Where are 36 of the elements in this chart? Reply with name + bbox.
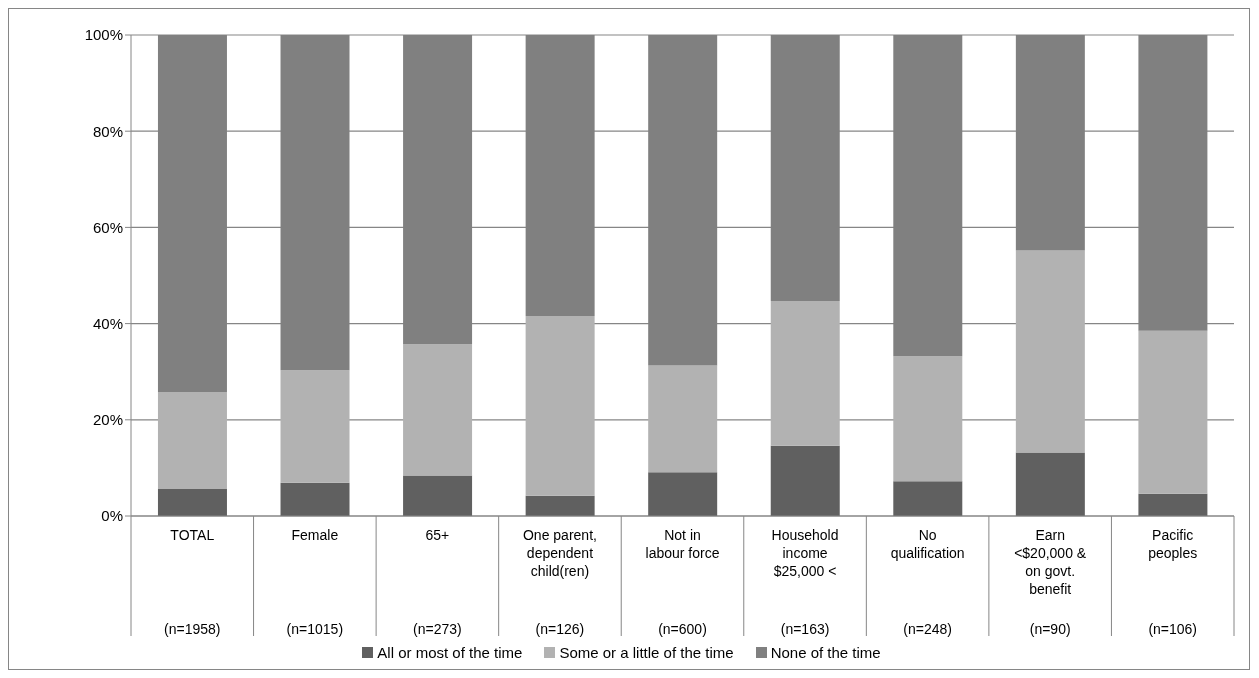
y-tick-label: 0% — [101, 507, 123, 525]
y-tick-label: 60% — [92, 218, 123, 236]
category-label: Not in labour force (n=600) — [645, 527, 720, 637]
bar — [280, 482, 350, 516]
y-tick-label: 100% — [84, 26, 123, 44]
bar — [893, 356, 963, 482]
category-label: Female (n=1015) — [286, 527, 344, 637]
category-label: No qualification (n=248) — [890, 527, 965, 637]
bar — [1138, 330, 1208, 494]
legend-label: All or most of the time — [376, 644, 523, 661]
category-label: Pacific peoples (n=106) — [1148, 527, 1198, 637]
category-label: One parent, dependent child(ren) (n=126) — [522, 527, 597, 637]
bar — [525, 495, 595, 516]
category-label: Earn <$20,000 & on govt. benefit (n=90) — [1014, 527, 1087, 637]
category-label: 65+ (n=273) — [413, 527, 462, 637]
bar — [403, 475, 473, 516]
category-label: TOTAL (n=1958) — [164, 527, 221, 637]
legend-label: Some or a little of the time — [558, 644, 734, 661]
bar — [770, 445, 840, 516]
bar — [893, 481, 963, 516]
category-label: Household income $25,000 < (n=163) — [771, 527, 839, 637]
legend-label: None of the time — [769, 644, 881, 661]
bar — [1015, 452, 1085, 516]
bar — [157, 489, 227, 516]
bar — [1015, 250, 1085, 453]
bar — [770, 300, 840, 446]
bar — [1138, 493, 1208, 516]
bar — [648, 365, 718, 473]
y-tick-label: 40% — [92, 314, 123, 332]
bar — [157, 391, 227, 490]
bar — [648, 472, 718, 516]
y-tick-label: 20% — [92, 411, 123, 429]
bar — [403, 344, 473, 476]
bar — [280, 370, 350, 483]
bar — [525, 315, 595, 496]
y-tick-label: 80% — [92, 122, 123, 140]
